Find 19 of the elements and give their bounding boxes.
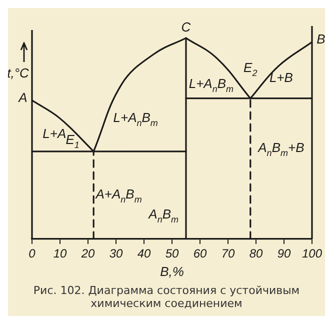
- x-tick-label: 30: [109, 246, 123, 261]
- x-tick-label: 90: [277, 246, 291, 261]
- y-axis-title: t,°C: [7, 66, 30, 81]
- x-tick-label: 50: [165, 246, 179, 261]
- x-tick-label: 70: [221, 246, 235, 261]
- x-axis-title: B,%: [160, 264, 184, 279]
- x-tick-label: 80: [249, 246, 263, 261]
- x-tick-label: 0: [28, 246, 36, 261]
- x-tick-label: 60: [193, 246, 207, 261]
- annotation: A: [18, 90, 28, 105]
- text: Рис. 102. Диаграмма состояния с устойчивым химическим соединением: [32, 283, 301, 312]
- x-tick-label: 40: [137, 246, 151, 261]
- x-tick-label: 10: [53, 246, 67, 261]
- x-tick-label: 100: [302, 246, 322, 261]
- annotation: B: [316, 32, 326, 47]
- annotation: L+A: [42, 126, 66, 142]
- annotation: C: [181, 20, 192, 35]
- x-tick-label: 20: [80, 246, 95, 261]
- annotation: L+B: [269, 70, 294, 85]
